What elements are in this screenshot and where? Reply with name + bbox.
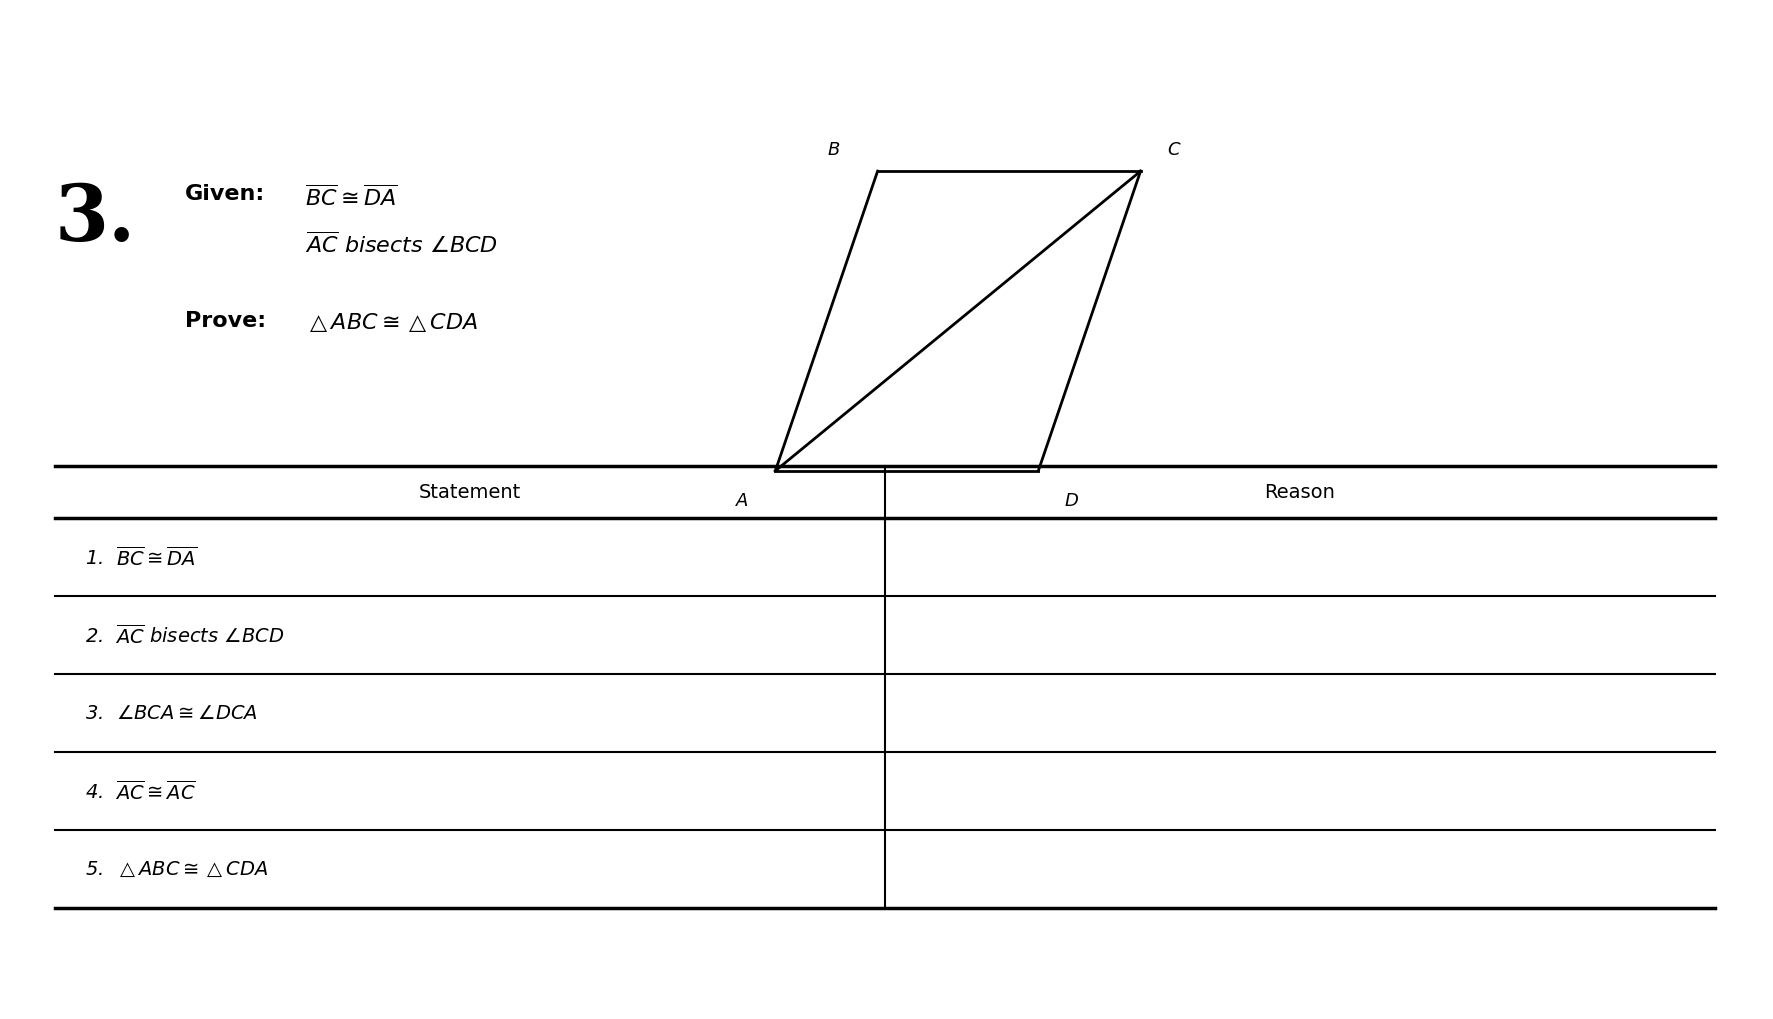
- Text: 2.  $\overline{AC}$ bisects $\angle BCD$: 2. $\overline{AC}$ bisects $\angle BCD$: [85, 624, 284, 647]
- Text: A: A: [736, 492, 748, 510]
- Text: Reason: Reason: [1264, 483, 1335, 502]
- Text: 5.  $\triangle ABC \cong \triangle CDA$: 5. $\triangle ABC \cong \triangle CDA$: [85, 860, 268, 879]
- Text: $\overline{AC}$ bisects $\angle BCD$: $\overline{AC}$ bisects $\angle BCD$: [305, 231, 498, 257]
- Text: Statement: Statement: [418, 483, 521, 502]
- Text: $\triangle ABC \cong \triangle CDA$: $\triangle ABC \cong \triangle CDA$: [305, 312, 479, 334]
- Text: 3.  $\angle BCA \cong \angle DCA$: 3. $\angle BCA \cong \angle DCA$: [85, 704, 257, 722]
- Text: 4.  $\overline{AC} \cong \overline{AC}$: 4. $\overline{AC} \cong \overline{AC}$: [85, 780, 195, 803]
- Text: Fill in the missing reasons. Use short bond paper. Copy and answer.: Fill in the missing reasons. Use short b…: [394, 24, 1379, 52]
- Text: Given:: Given:: [184, 184, 266, 205]
- Text: D: D: [1064, 492, 1078, 510]
- Text: 3.: 3.: [55, 181, 137, 258]
- Text: C: C: [1167, 142, 1179, 159]
- Text: B: B: [828, 142, 839, 159]
- Text: Prove:: Prove:: [184, 312, 266, 331]
- Text: 1.  $\overline{BC} \cong \overline{DA}$: 1. $\overline{BC} \cong \overline{DA}$: [85, 545, 197, 570]
- Text: $\overline{BC} \cong \overline{DA}$: $\overline{BC} \cong \overline{DA}$: [305, 184, 397, 210]
